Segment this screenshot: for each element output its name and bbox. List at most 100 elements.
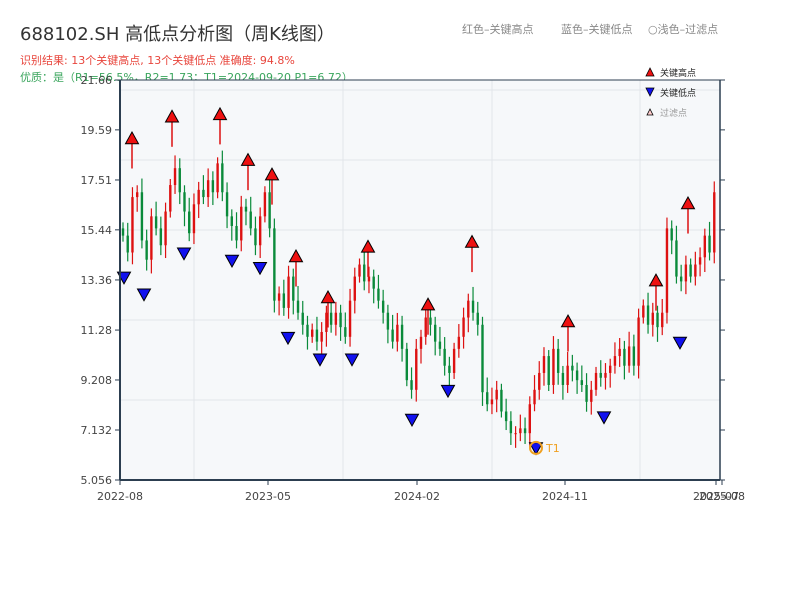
candle-body: [164, 211, 167, 246]
candle-body: [708, 235, 711, 253]
x-tick-label: 2025-08: [699, 490, 745, 503]
key-high-marker: [240, 152, 256, 166]
y-tick-label: 5.056: [81, 474, 113, 487]
candle-body: [296, 300, 300, 313]
candle-body: [713, 192, 716, 253]
y-tick-label: 7.132: [81, 424, 113, 437]
candle-body: [363, 264, 366, 282]
candle-body: [504, 411, 508, 422]
candle-body: [339, 312, 342, 328]
candle-body: [689, 264, 692, 277]
candle-body: [571, 365, 574, 371]
legend-label: 过滤点: [660, 107, 687, 119]
t1-ring: [529, 440, 543, 455]
candle-body: [500, 389, 503, 412]
candle-body: [599, 372, 602, 378]
key-low-marker: [672, 336, 688, 350]
candle-body: [433, 324, 437, 342]
y-tick-label: 21.66: [81, 74, 113, 87]
y-tick-label: 13.36: [81, 274, 113, 287]
x-tick-label: 2024-11: [542, 490, 588, 503]
candle-body: [490, 399, 494, 405]
candle-body: [235, 225, 238, 241]
candle-body: [216, 163, 219, 193]
candle-body: [367, 276, 371, 282]
candle-body: [637, 317, 640, 366]
candle-body: [301, 312, 304, 325]
key-high-marker: [212, 106, 228, 121]
legend-label: 关键低点: [660, 87, 696, 99]
t1-label: T1: [545, 442, 560, 455]
candle-body: [542, 356, 546, 373]
legend-low-icon: [645, 87, 655, 97]
candle-body: [698, 257, 702, 265]
candle-body: [154, 216, 158, 229]
candle-body: [377, 288, 380, 301]
candle-body: [230, 216, 233, 226]
candle-body: [135, 192, 139, 198]
candle-body: [632, 346, 636, 366]
candle-body: [188, 211, 191, 234]
axes: 5.056 7.132 9.208 11.28 13.36 15.44 17.51 19.59…: [81, 74, 745, 503]
candle-body: [183, 192, 186, 212]
candle-body: [670, 228, 673, 241]
candle-body: [694, 264, 697, 277]
key-low-marker: [176, 247, 192, 261]
candle-body: [150, 216, 153, 260]
candle-body: [561, 372, 565, 385]
key-low-marker: [404, 413, 420, 428]
candle-body: [495, 389, 498, 400]
candle-body: [703, 235, 707, 258]
candle-body: [679, 276, 683, 282]
candle-body: [646, 305, 650, 325]
y-tick-label: 19.59: [81, 124, 113, 137]
candle-body: [126, 235, 129, 253]
candle-body: [623, 348, 626, 366]
key-low-marker: [280, 331, 296, 346]
candle-body: [277, 293, 281, 301]
candle-body: [320, 331, 323, 342]
candle-body: [457, 336, 461, 349]
candle-body: [514, 433, 517, 435]
legend-label: 关键高点: [660, 67, 696, 79]
key-low-marker: [312, 353, 328, 367]
candle-body: [131, 197, 134, 253]
y-tick-label: 11.28: [81, 324, 113, 337]
candle-body: [575, 370, 579, 381]
candle-body: [311, 329, 314, 337]
candle-body: [225, 192, 229, 217]
candle-body: [410, 380, 413, 390]
candle-body: [486, 392, 489, 405]
candle-body: [254, 228, 257, 246]
candle-body: [452, 348, 456, 373]
key-high-marker: [560, 314, 576, 328]
key-low-marker: [252, 262, 268, 276]
candle-body: [358, 264, 361, 277]
candle-body: [585, 384, 588, 402]
x-tick-label: 2022-08: [97, 490, 143, 503]
candle-body: [221, 163, 224, 193]
key-low-marker: [136, 288, 152, 302]
candle-body: [169, 185, 172, 212]
key-high-marker: [420, 297, 436, 311]
candle-body: [325, 312, 328, 332]
candle-body: [400, 324, 404, 349]
candle-body: [415, 348, 418, 390]
candle-body: [140, 192, 144, 241]
candle-body: [372, 276, 375, 289]
key-high-marker: [288, 249, 304, 263]
candle-body: [249, 211, 252, 229]
y-tick-label: 9.208: [81, 374, 113, 387]
candle-body: [538, 372, 541, 390]
candle-body: [145, 240, 148, 260]
candle-body: [173, 168, 177, 186]
candle-body: [519, 428, 522, 434]
candle-body: [202, 189, 205, 198]
key-high-marker: [648, 273, 664, 287]
candle-body: [121, 228, 125, 236]
candle-body: [656, 312, 659, 328]
candle-body: [244, 206, 248, 212]
candle-body: [528, 404, 531, 434]
candle-body: [178, 168, 181, 193]
x-tick-label: 2024-02: [394, 490, 440, 503]
